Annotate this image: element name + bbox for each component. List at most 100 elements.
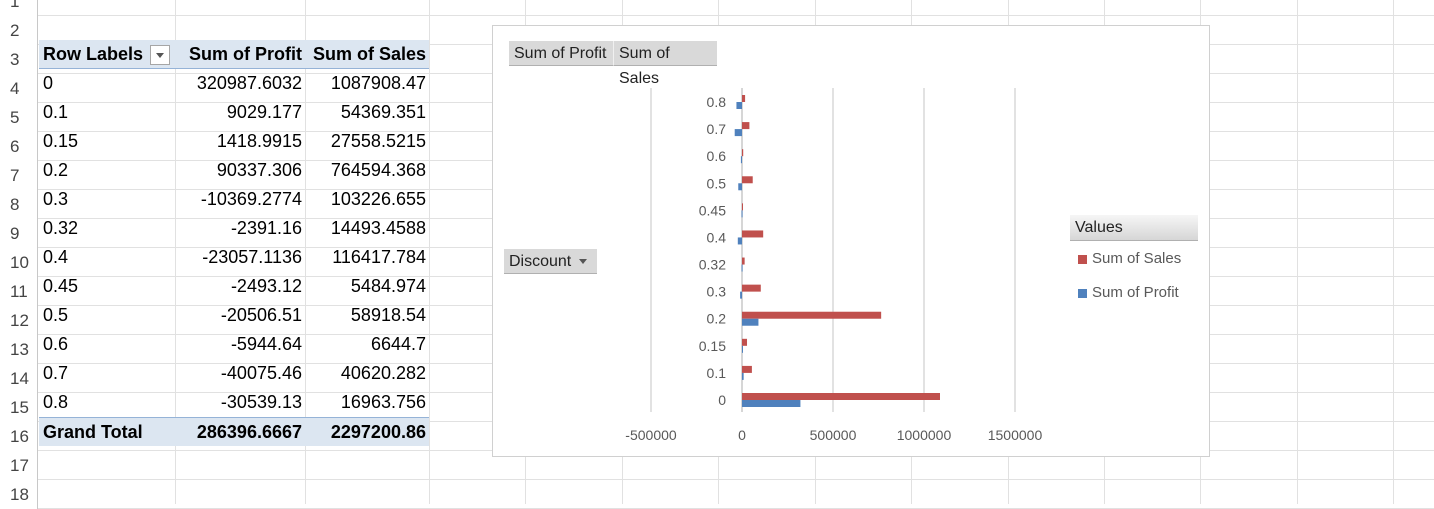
pivot-cell-label[interactable]: 0.4	[43, 247, 69, 267]
grand-total-sales[interactable]: 2297200.86	[305, 417, 429, 446]
category-label: 0.8	[707, 94, 727, 110]
pivot-cell-profit[interactable]: -20506.51	[220, 305, 302, 325]
pivot-cell-sales[interactable]: 116417.784	[332, 247, 426, 267]
pivot-cell-label[interactable]: 0.15	[43, 131, 79, 151]
pivot-header-sales[interactable]: Sum of Sales	[305, 40, 429, 69]
profit-bar	[742, 400, 801, 407]
row-number[interactable]: 17	[0, 451, 38, 480]
grand-total-label[interactable]: Grand Total	[39, 417, 175, 446]
row-number[interactable]: 9	[0, 219, 38, 248]
profit-bar	[736, 102, 742, 109]
sales-bar	[742, 311, 882, 319]
sales-bar	[742, 95, 746, 102]
pivot-cell-label[interactable]: 0.5	[43, 305, 69, 325]
row-number[interactable]: 10	[0, 248, 38, 277]
pivot-cell-label[interactable]: 0.3	[43, 189, 69, 209]
pivot-cell-label[interactable]: 0.6	[43, 334, 69, 354]
pivot-cell-label[interactable]: 0.7	[43, 363, 69, 383]
pivot-cell-label[interactable]: 0.8	[43, 392, 69, 412]
row-number[interactable]: 13	[0, 335, 38, 364]
row-number[interactable]: 7	[0, 161, 38, 190]
x-tick-label: 500000	[810, 427, 857, 443]
category-label: 0.1	[707, 365, 727, 381]
gridline	[175, 0, 176, 504]
x-tick-label: -500000	[625, 427, 677, 443]
chart-field-button-profit[interactable]: Sum of Profit	[509, 41, 613, 66]
pivot-cell-sales[interactable]: 5484.974	[350, 276, 426, 296]
profit-bar	[738, 183, 742, 191]
row-number[interactable]: 4	[0, 74, 38, 103]
pivot-cell-sales[interactable]: 58918.54	[350, 305, 426, 325]
category-label: 0.15	[699, 338, 726, 354]
pivot-cell-profit[interactable]: -23057.1136	[202, 247, 302, 267]
category-label: 0.3	[707, 284, 727, 300]
pivot-cell-sales[interactable]: 40620.282	[340, 363, 426, 383]
row-number[interactable]: 16	[0, 422, 38, 451]
sales-bar	[742, 203, 743, 211]
pivot-cell-profit[interactable]: 9029.177	[226, 102, 302, 122]
pivot-cell-profit[interactable]: -5944.64	[230, 334, 302, 354]
sales-bar	[742, 338, 748, 346]
legend-label-sales: Sum of Sales	[1092, 250, 1182, 267]
row-number[interactable]: 1	[0, 0, 38, 16]
pivot-cell-profit[interactable]: 1418.9915	[216, 131, 302, 151]
legend-item-profit[interactable]: Sum of Profit	[1078, 284, 1179, 301]
row-number[interactable]: 5	[0, 103, 38, 132]
profit-bar	[740, 291, 742, 299]
pivot-cell-sales[interactable]: 6644.7	[370, 334, 426, 354]
pivot-cell-profit[interactable]: 90337.306	[216, 160, 302, 180]
x-tick-label: 0	[738, 427, 746, 443]
category-label: 0.5	[707, 175, 727, 191]
pivot-cell-profit[interactable]: -2391.16	[230, 218, 302, 238]
chart-field-button-discount[interactable]: Discount	[504, 249, 597, 274]
pivot-cell-profit[interactable]: -10369.2774	[200, 189, 302, 209]
sales-bar	[742, 149, 744, 157]
sales-bar	[742, 284, 761, 292]
profit-bar	[742, 372, 744, 380]
row-number[interactable]: 12	[0, 306, 38, 335]
sales-swatch-icon	[1078, 254, 1087, 264]
row-number[interactable]: 2	[0, 16, 38, 45]
category-label: 0.45	[699, 202, 726, 218]
legend-item-sales[interactable]: Sum of Sales	[1078, 250, 1181, 267]
pivot-cell-label[interactable]: 0.32	[43, 218, 79, 238]
sales-bar	[742, 122, 750, 130]
row-number[interactable]: 11	[0, 277, 38, 306]
pivot-chart[interactable]: Sum of Profit Sum of Sales Discount -500…	[492, 25, 1210, 457]
category-label: 0.4	[707, 229, 727, 245]
gridline	[38, 15, 1434, 16]
pivot-cell-profit[interactable]: -2493.12	[230, 276, 302, 296]
pivot-cell-sales[interactable]: 16963.756	[340, 392, 426, 412]
pivot-cell-profit[interactable]: -30539.13	[220, 392, 302, 412]
profit-bar	[740, 156, 742, 164]
pivot-cell-profit[interactable]: 320987.6032	[196, 73, 302, 93]
pivot-cell-label[interactable]: 0.45	[43, 276, 79, 296]
profit-bar	[742, 345, 743, 353]
pivot-cell-sales[interactable]: 1087908.47	[330, 73, 426, 93]
row-number[interactable]: 14	[0, 364, 38, 393]
row-number[interactable]: 18	[0, 480, 38, 509]
pivot-header-profit[interactable]: Sum of Profit	[175, 40, 305, 69]
pivot-cell-sales[interactable]: 27558.5215	[330, 131, 426, 151]
grand-total-profit[interactable]: 286396.6667	[175, 417, 305, 446]
row-number[interactable]: 6	[0, 132, 38, 161]
pivot-cell-label[interactable]: 0.2	[43, 160, 69, 180]
row-number[interactable]: 3	[0, 45, 38, 74]
pivot-cell-sales[interactable]: 14493.4588	[330, 218, 426, 238]
pivot-cell-sales[interactable]: 54369.351	[340, 102, 426, 122]
sales-bar	[742, 176, 753, 184]
pivot-cell-profit[interactable]: -40075.46	[220, 363, 302, 383]
category-label: 0	[718, 392, 726, 408]
row-number[interactable]: 8	[0, 190, 38, 219]
pivot-cell-sales[interactable]: 103226.655	[330, 189, 426, 209]
pivot-cell-label[interactable]: 0.1	[43, 102, 69, 122]
pivot-cell-sales[interactable]: 764594.368	[330, 160, 426, 180]
gridline	[1297, 0, 1298, 504]
category-label: 0.7	[707, 121, 727, 137]
row-number[interactable]: 15	[0, 393, 38, 422]
row-labels-filter-button[interactable]	[150, 45, 170, 65]
chart-field-button-sales[interactable]: Sum of Sales	[613, 41, 717, 87]
profit-bar	[734, 129, 742, 137]
category-label: 0.2	[707, 311, 727, 327]
pivot-cell-label[interactable]: 0	[43, 73, 54, 93]
